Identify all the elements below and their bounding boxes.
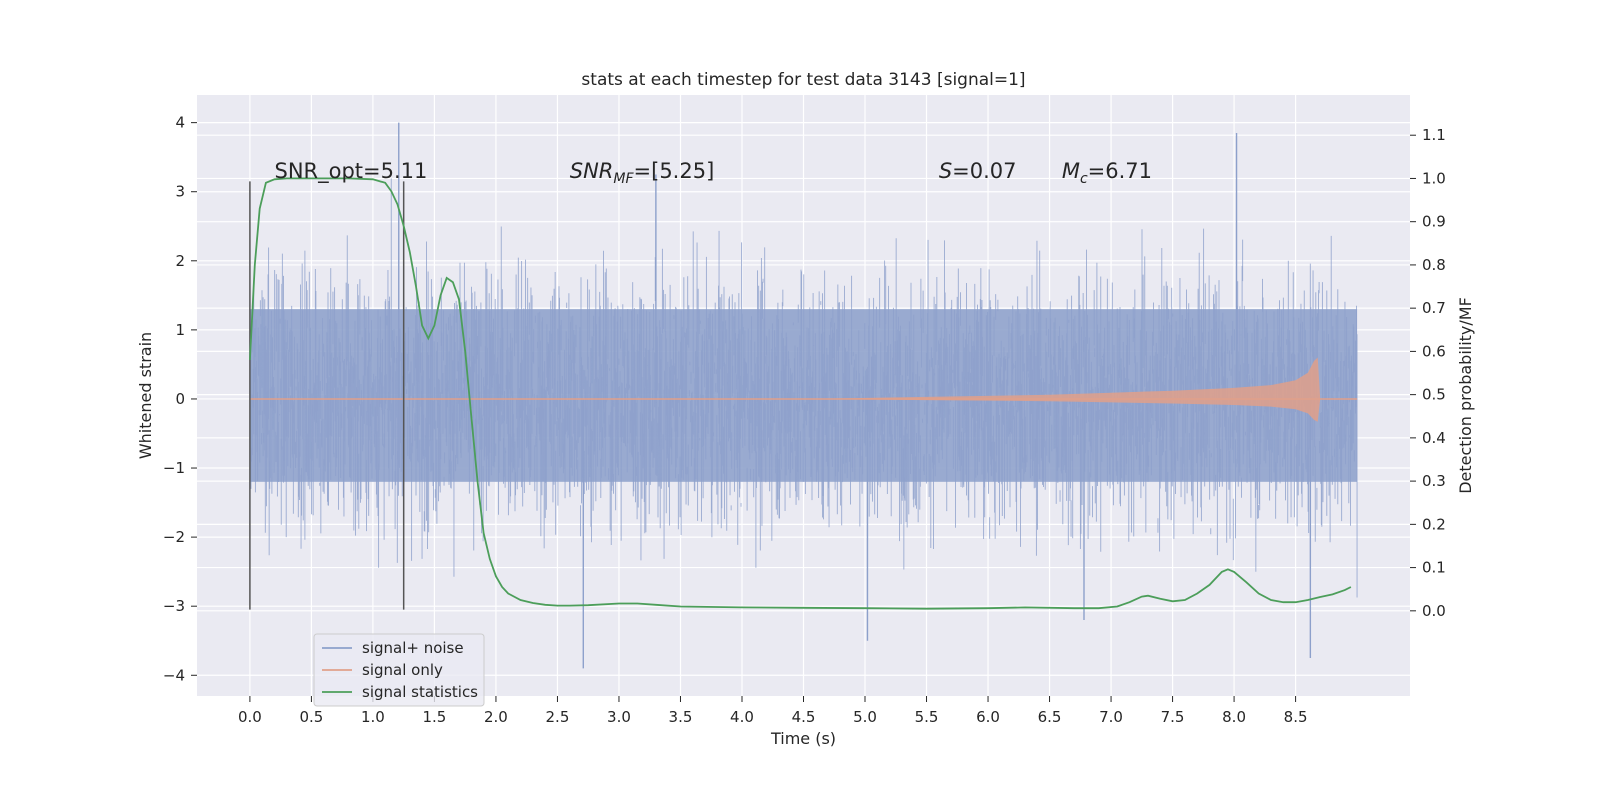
x-axis: 0.0 0.5 1.0 1.5 2.0 2.5 3.0 3.5 4.0 4.5 5.0 5.5 6.0 6… (238, 696, 1308, 726)
x-axis-label: Time (s) (770, 729, 836, 748)
legend-box (313, 633, 485, 707)
y2-tick-label-0: 0.0 (1422, 602, 1446, 620)
annotation-2-suffix: =0.07 (952, 159, 1016, 183)
y-tick-label-3: −1 (163, 459, 185, 477)
legend-label-signal-noise: signal+ noise (362, 639, 464, 657)
x-tick-label-8: 4.0 (730, 708, 754, 726)
x-tick-label-0: 0.0 (238, 708, 262, 726)
x-tick-label-3: 1.5 (423, 708, 447, 726)
annotation-1-main: SNR (570, 159, 614, 183)
annotation-2: S=0.07 (939, 159, 1017, 183)
y2-axis-label: Detection probability/MF (1456, 297, 1475, 494)
y-tick-label-0: −4 (163, 666, 185, 684)
left-axis: −4 −3 −2 −1 0 1 2 3 4 (163, 114, 197, 684)
y-tick-label-7: 3 (175, 183, 185, 201)
x-tick-label-9: 4.5 (792, 708, 816, 726)
y2-tick-label-5: 0.5 (1422, 386, 1446, 404)
x-tick-label-1: 0.5 (299, 708, 323, 726)
y-tick-label-6: 2 (175, 252, 185, 270)
chart-title: stats at each timestep for test data 314… (581, 70, 1025, 90)
y2-tick-label-8: 0.8 (1422, 256, 1446, 274)
series-signal-statistics (249, 177, 1352, 610)
y2-tick-label-3: 0.3 (1422, 472, 1446, 490)
y-tick-label-8: 4 (175, 114, 185, 132)
x-tick-label-6: 3.0 (607, 708, 631, 726)
x-tick-label-2: 1.0 (361, 708, 385, 726)
y-axis-label: Whitened strain (136, 332, 155, 459)
annotation-1: SNRMF=[5.25] (570, 159, 715, 187)
legend: signal+ noise signal only signal statist… (313, 633, 485, 707)
x-tick-label-7: 3.5 (669, 708, 693, 726)
y2-tick-label-11: 1.1 (1422, 126, 1446, 144)
y2-tick-label-9: 0.9 (1422, 213, 1446, 231)
series-signal-only (249, 357, 1358, 422)
x-tick-label-10: 5.0 (853, 708, 877, 726)
annotation-3-suffix: =6.71 (1088, 159, 1152, 183)
x-tick-label-14: 7.0 (1099, 708, 1123, 726)
y2-tick-label-10: 1.0 (1422, 169, 1446, 187)
y2-tick-label-2: 0.2 (1422, 515, 1446, 533)
x-tick-label-15: 7.5 (1161, 708, 1185, 726)
x-tick-label-11: 5.5 (915, 708, 939, 726)
y2-tick-label-7: 0.7 (1422, 299, 1446, 317)
annotation-1-suffix: =[5.25] (634, 159, 715, 183)
y-tick-label-5: 1 (175, 321, 185, 339)
annotations: SNR_opt=5.11 SNRMF=[5.25] S=0.07 Mc=6.71 (275, 159, 1153, 187)
annotation-2-main: S (939, 159, 952, 183)
annotation-3-main: M (1062, 159, 1080, 183)
y2-tick-label-6: 0.6 (1422, 342, 1446, 360)
y-tick-label-4: 0 (175, 390, 185, 408)
annotation-3: Mc=6.71 (1062, 159, 1152, 187)
right-axis: 0.0 0.1 0.2 0.3 0.4 0.5 0.6 0.7 0.8 0.9 1.0 1.1 (1410, 126, 1446, 620)
x-tick-label-4: 2.0 (484, 708, 508, 726)
annotation-1-sub: MF (613, 171, 634, 187)
x-tick-label-17: 8.5 (1284, 708, 1308, 726)
series-layer (249, 122, 1358, 669)
y-tick-label-1: −3 (163, 597, 185, 615)
annotation-3-sub: c (1080, 171, 1088, 187)
annotation-0-main: SNR_opt=5.11 (275, 159, 428, 184)
annotation-0: SNR_opt=5.11 (275, 159, 428, 184)
x-tick-label-16: 8.0 (1222, 708, 1246, 726)
y-tick-label-2: −2 (163, 528, 185, 546)
x-tick-label-5: 2.5 (546, 708, 570, 726)
legend-label-signal-statistics: signal statistics (362, 683, 478, 701)
x-tick-label-12: 6.0 (976, 708, 1000, 726)
x-tick-label-13: 6.5 (1038, 708, 1062, 726)
y2-tick-label-4: 0.4 (1422, 429, 1446, 447)
legend-label-signal-only: signal only (362, 661, 443, 679)
y2-tick-label-1: 0.1 (1422, 559, 1446, 577)
